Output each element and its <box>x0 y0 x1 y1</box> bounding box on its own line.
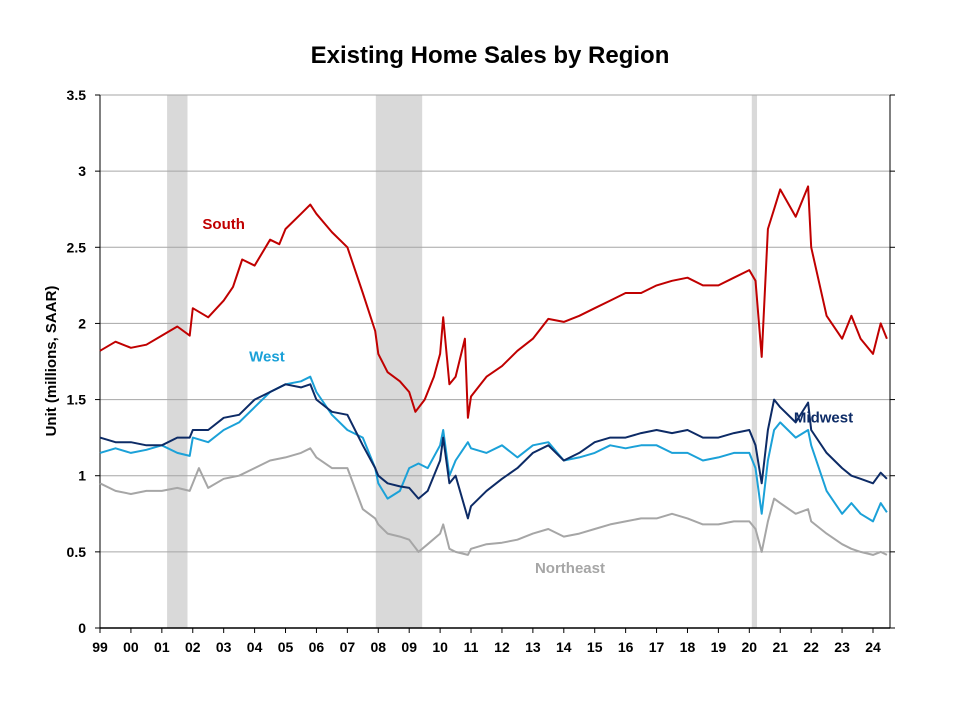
x-tick-label: 21 <box>772 639 788 655</box>
x-tick-label: 22 <box>803 639 819 655</box>
recession-bands <box>167 95 758 628</box>
x-tick-label: 01 <box>154 639 170 655</box>
series-line-northeast <box>99 447 888 556</box>
series-label-west: West <box>249 349 285 366</box>
y-tick-label: 3.5 <box>67 87 87 103</box>
series-line-midwest <box>99 383 888 520</box>
series-labels: South West Midwest Northeast <box>202 216 853 577</box>
series-label-south: South <box>202 216 245 233</box>
series-line-west <box>99 375 888 523</box>
y-tick-label: 1.5 <box>67 392 87 408</box>
axes <box>95 94 895 633</box>
x-tick-label: 06 <box>309 639 325 655</box>
x-tick-label: 00 <box>123 639 139 655</box>
y-tick-label: 1 <box>78 468 86 484</box>
x-tick-label: 24 <box>865 639 881 655</box>
recession-band-1 <box>167 95 188 628</box>
x-tick-label: 02 <box>185 639 201 655</box>
x-tick-label: 09 <box>401 639 417 655</box>
x-tick-label: 12 <box>494 639 510 655</box>
x-tick-label: 10 <box>432 639 448 655</box>
x-tick-label: 11 <box>464 639 479 655</box>
y-tick-labels: 0 0.5 1 1.5 2 2.5 3 3.5 <box>67 87 87 636</box>
x-tick-label: 03 <box>216 639 232 655</box>
x-tick-label: 13 <box>525 639 541 655</box>
x-tick-label: 04 <box>247 639 263 655</box>
x-tick-label: 17 <box>649 639 665 655</box>
series-label-midwest: Midwest <box>794 409 853 426</box>
x-tick-label: 15 <box>587 639 603 655</box>
x-tick-label: 05 <box>278 639 294 655</box>
y-tick-label: 3 <box>78 163 86 179</box>
y-tick-label: 0 <box>78 620 86 636</box>
y-tick-label: 2.5 <box>67 239 87 255</box>
y-tick-label: 2 <box>78 315 86 331</box>
series-label-northeast: Northeast <box>535 560 605 577</box>
series-line-south <box>99 185 888 419</box>
x-tick-label: 16 <box>618 639 634 655</box>
chart-title: Existing Home Sales by Region <box>311 42 670 69</box>
x-tick-label: 99 <box>92 639 108 655</box>
recession-band-2 <box>375 95 423 628</box>
x-tick-label: 14 <box>556 639 572 655</box>
y-axis-label: Unit (millions, SAAR) <box>43 286 60 437</box>
x-tick-label: 18 <box>680 639 696 655</box>
x-tick-labels: 99 00 01 02 03 04 05 06 07 08 09 10 11 12 13 14 15 16 17 18… <box>92 639 881 655</box>
recession-band-3 <box>751 95 758 628</box>
x-tick-label: 20 <box>742 639 758 655</box>
x-tick-label: 08 <box>370 639 386 655</box>
x-tick-label: 19 <box>711 639 727 655</box>
y-tick-label: 0.5 <box>67 544 87 560</box>
x-tick-label: 23 <box>834 639 850 655</box>
x-tick-label: 07 <box>340 639 356 655</box>
series-lines <box>99 185 888 556</box>
